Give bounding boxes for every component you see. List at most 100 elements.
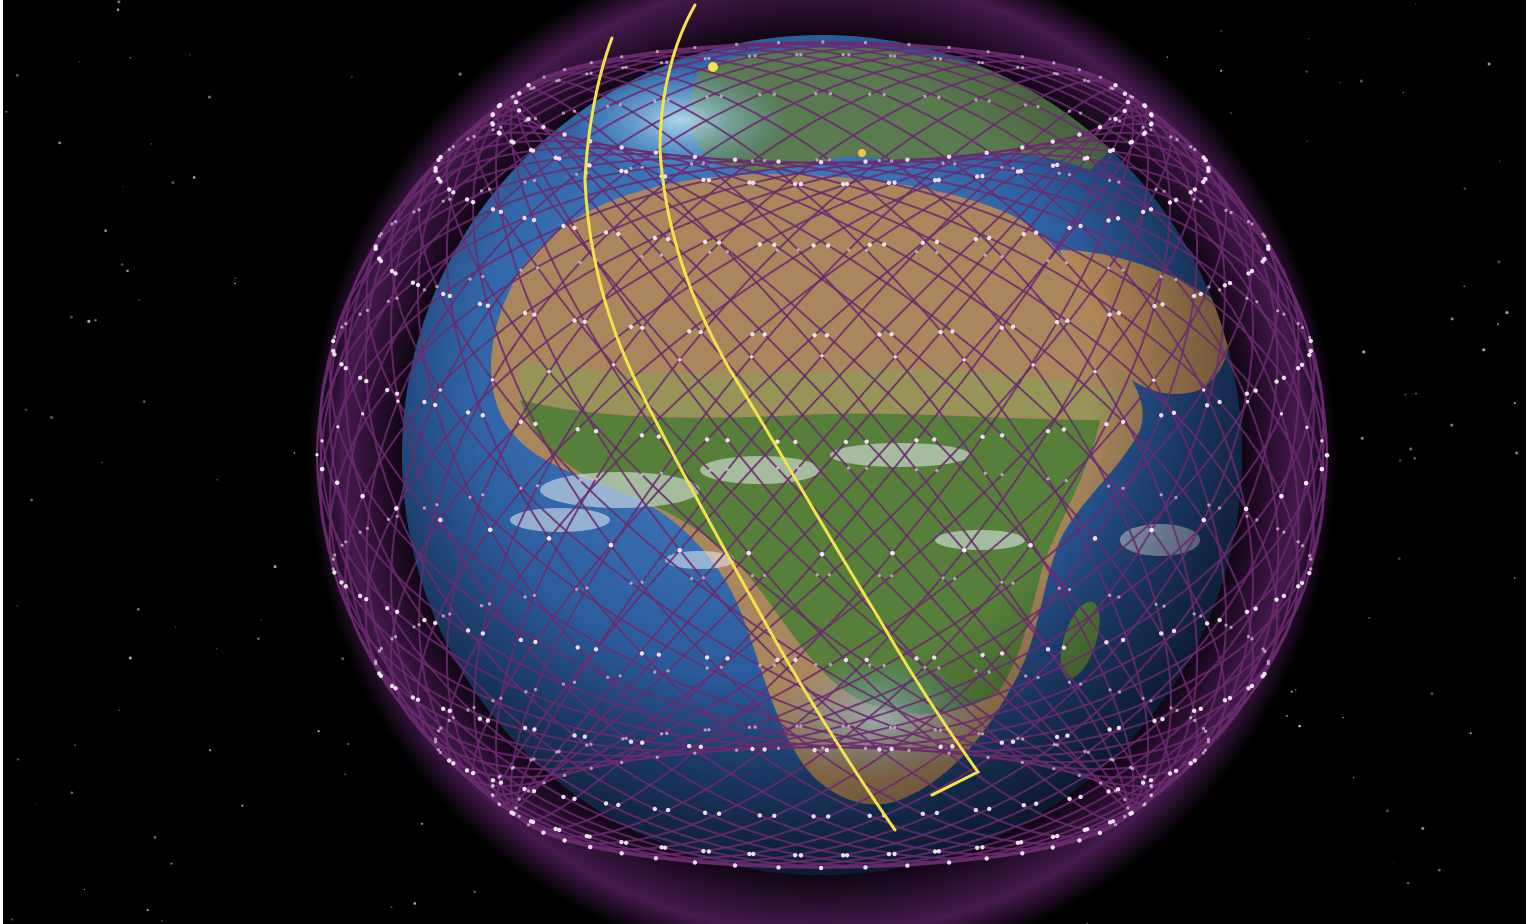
satellite-icon — [665, 731, 669, 736]
satellite-icon — [746, 550, 751, 556]
satellite-icon — [863, 746, 868, 751]
satellite-icon — [1092, 536, 1098, 541]
satellite-icon — [1011, 166, 1015, 170]
satellite-icon — [533, 639, 538, 645]
satellite-icon — [757, 813, 762, 818]
satellite-icon — [811, 814, 816, 819]
satellite-icon — [1207, 503, 1211, 507]
satellite-icon — [840, 181, 846, 187]
satellite-icon — [1263, 649, 1267, 654]
star — [344, 773, 347, 776]
satellite-icon — [435, 503, 439, 507]
satellite-icon — [775, 657, 780, 662]
satellite-icon — [1160, 302, 1165, 307]
satellite-icon — [589, 742, 593, 746]
satellite-icon — [666, 669, 670, 673]
star — [1406, 881, 1410, 885]
satellite-icon — [1093, 370, 1097, 374]
satellite-icon — [882, 93, 886, 97]
satellite-icon — [1055, 162, 1060, 168]
satellite-icon — [1274, 597, 1279, 602]
satellite-icon — [1174, 277, 1178, 282]
star — [122, 186, 124, 188]
star — [1450, 317, 1454, 321]
satellite-icon — [1061, 645, 1067, 650]
satellite-icon — [935, 469, 939, 473]
satellite-icon — [1113, 823, 1118, 827]
satellite-icon — [561, 682, 566, 686]
satellite-icon — [701, 177, 706, 183]
satellite-icon — [747, 54, 752, 58]
satellite-icon — [893, 54, 897, 58]
satellite-icon — [1078, 223, 1083, 229]
satellite-icon — [795, 724, 799, 728]
satellite-icon — [639, 433, 645, 438]
satellite-icon — [623, 169, 629, 174]
satellite-icon — [1281, 593, 1287, 599]
satellite-icon — [1078, 794, 1083, 800]
satellite-icon — [1246, 635, 1251, 639]
satellite-icon — [1120, 637, 1126, 643]
satellite-icon — [987, 235, 992, 241]
satellite-icon — [1206, 737, 1210, 741]
satellite-icon — [705, 95, 709, 99]
satellite-icon — [1204, 621, 1210, 626]
satellite-icon — [422, 506, 426, 510]
star — [1463, 285, 1466, 288]
satellite-icon — [1203, 748, 1207, 752]
star — [5, 110, 8, 113]
star — [1430, 692, 1434, 696]
satellite-icon — [890, 574, 894, 578]
satellite-icon — [393, 635, 398, 639]
satellite-icon — [618, 103, 622, 107]
star — [350, 75, 353, 78]
satellite-icon — [1120, 419, 1126, 424]
satellite-icon — [472, 705, 476, 710]
star — [128, 656, 132, 660]
satellite-icon — [1021, 232, 1026, 237]
satellite-icon — [1305, 425, 1309, 429]
satellite-icon — [843, 657, 849, 663]
satellite-icon — [441, 291, 446, 297]
satellite-icon — [1250, 222, 1254, 226]
satellite-icon — [1207, 285, 1211, 289]
satellite-icon — [750, 746, 755, 752]
satellite-icon — [365, 526, 369, 531]
satellite-icon — [1308, 338, 1314, 344]
satellite-icon — [1255, 300, 1259, 304]
satellite-icon — [1045, 647, 1051, 652]
satellite-icon — [1108, 593, 1112, 598]
satellite-icon — [344, 540, 348, 544]
satellite-icon — [390, 637, 394, 641]
satellite-icon — [433, 620, 438, 626]
satellite-icon — [481, 493, 485, 497]
satellite-icon — [522, 725, 528, 731]
satellite-icon — [516, 108, 522, 113]
satellite-icon — [1117, 690, 1122, 694]
satellite-icon — [640, 255, 644, 259]
satellite-icon — [962, 548, 967, 553]
satellite-icon — [477, 301, 483, 307]
satellite-icon — [920, 811, 925, 816]
star — [83, 888, 86, 891]
satellite-icon — [1204, 403, 1210, 408]
satellite-icon — [1021, 66, 1025, 70]
satellite-icon — [555, 750, 559, 754]
satellite-icon — [628, 324, 634, 329]
satellite-icon — [438, 517, 443, 523]
satellite-icon — [1055, 72, 1059, 76]
satellite-icon — [973, 807, 979, 813]
satellite-icon — [1123, 815, 1127, 819]
satellite-icon — [708, 468, 712, 473]
satellite-icon — [865, 248, 869, 252]
satellite-icon — [659, 471, 664, 475]
satellite-icon — [1057, 171, 1061, 175]
satellite-icon — [751, 851, 756, 857]
satellite-icon — [877, 159, 882, 163]
satellite-icon — [386, 517, 390, 522]
satellite-icon — [603, 230, 609, 235]
satellite-icon — [1224, 208, 1228, 212]
satellite-icon — [331, 567, 335, 571]
satellite-icon — [1282, 312, 1286, 316]
